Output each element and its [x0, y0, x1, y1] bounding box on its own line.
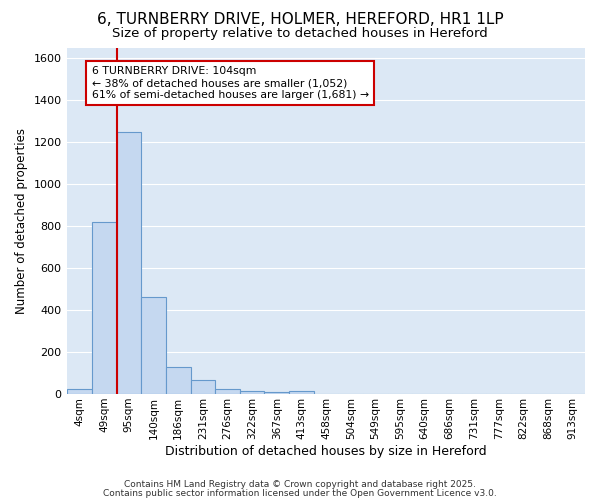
X-axis label: Distribution of detached houses by size in Hereford: Distribution of detached houses by size … [166, 444, 487, 458]
Bar [191, 380, 215, 394]
Text: Contains HM Land Registry data © Crown copyright and database right 2025.: Contains HM Land Registry data © Crown c… [124, 480, 476, 489]
Text: Size of property relative to detached houses in Hereford: Size of property relative to detached ho… [112, 28, 488, 40]
Bar [289, 391, 314, 394]
Text: Contains public sector information licensed under the Open Government Licence v3: Contains public sector information licen… [103, 488, 497, 498]
Bar [215, 389, 240, 394]
Bar [265, 392, 289, 394]
Bar [116, 132, 141, 394]
Bar [166, 366, 191, 394]
Bar [240, 391, 265, 394]
Y-axis label: Number of detached properties: Number of detached properties [15, 128, 28, 314]
Bar [67, 390, 92, 394]
Text: 6 TURNBERRY DRIVE: 104sqm
← 38% of detached houses are smaller (1,052)
61% of se: 6 TURNBERRY DRIVE: 104sqm ← 38% of detac… [92, 66, 369, 100]
Bar [141, 298, 166, 394]
Bar [92, 222, 116, 394]
Text: 6, TURNBERRY DRIVE, HOLMER, HEREFORD, HR1 1LP: 6, TURNBERRY DRIVE, HOLMER, HEREFORD, HR… [97, 12, 503, 28]
